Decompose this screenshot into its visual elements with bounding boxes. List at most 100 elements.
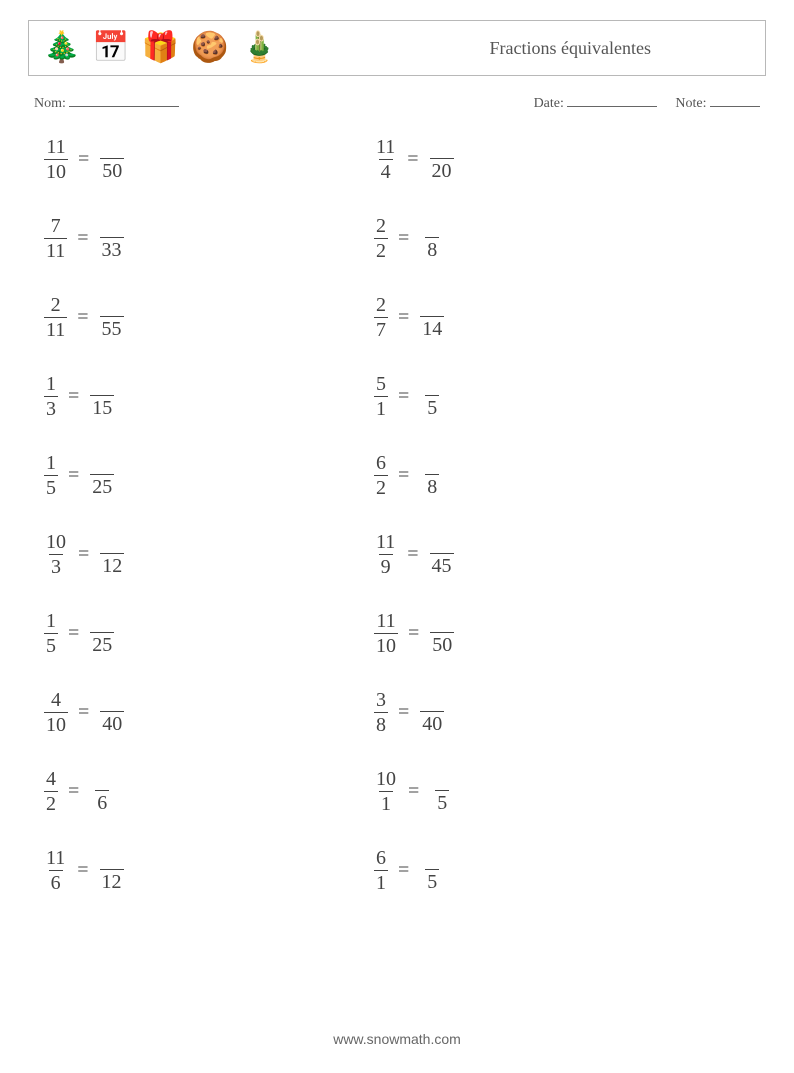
denominator: 9	[379, 554, 393, 578]
numerator[interactable]	[419, 690, 445, 711]
numerator[interactable]	[429, 769, 455, 790]
numerator[interactable]	[99, 137, 125, 158]
problem-row: 15=2562=8	[40, 452, 754, 499]
numerator: 11	[374, 136, 397, 159]
numerator[interactable]	[429, 611, 455, 632]
problem-row: 42=6101=5	[40, 768, 754, 815]
numerator[interactable]	[419, 295, 445, 316]
numerator[interactable]	[99, 532, 125, 553]
note-underline[interactable]	[710, 94, 760, 107]
denominator: 50	[100, 158, 124, 182]
problem-row: 1110=50114=20	[40, 136, 754, 183]
numerator: 3	[374, 689, 388, 712]
equals-sign: =	[68, 780, 79, 803]
fraction: 22	[374, 215, 388, 262]
numerator[interactable]	[89, 769, 115, 790]
numerator: 4	[49, 689, 63, 712]
fraction: 45	[429, 532, 455, 577]
denominator: 20	[430, 158, 454, 182]
equals-sign: =	[398, 227, 409, 250]
problem-right: 27=14	[370, 294, 754, 341]
numerator: 6	[374, 847, 388, 870]
numerator: 11	[374, 610, 397, 633]
problem-right: 38 = 40	[370, 689, 754, 736]
equals-sign: =	[398, 385, 409, 408]
fraction: 38	[374, 689, 388, 736]
denominator: 5	[44, 633, 58, 657]
fraction: 410	[44, 689, 68, 736]
problem-left: 15=25	[40, 610, 370, 657]
numerator[interactable]	[89, 453, 115, 474]
problem-left: 711=33	[40, 215, 370, 262]
denominator: 5	[44, 475, 58, 499]
numerator[interactable]	[99, 295, 125, 316]
fraction: 61	[374, 847, 388, 894]
numerator: 1	[44, 452, 58, 475]
fraction: 42	[44, 768, 58, 815]
equals-sign: =	[398, 701, 409, 724]
numerator[interactable]	[419, 216, 445, 237]
numerator[interactable]	[99, 690, 125, 711]
denominator: 8	[374, 712, 388, 736]
fraction: 25	[89, 453, 115, 498]
numerator[interactable]	[429, 532, 455, 553]
numerator: 11	[374, 531, 397, 554]
cookie-icon: 🍪	[191, 33, 228, 63]
problem-row: 103=12119=45	[40, 531, 754, 578]
name-underline[interactable]	[69, 94, 179, 107]
problem-right: 22=8	[370, 215, 754, 262]
numerator: 5	[374, 373, 388, 396]
meta-date: Date:	[534, 94, 658, 112]
fraction: 33	[99, 216, 125, 261]
numerator: 10	[44, 531, 68, 554]
numerator[interactable]	[89, 611, 115, 632]
denominator: 2	[44, 791, 58, 815]
problem-right: 61 = 5	[370, 847, 754, 894]
fraction: 50	[99, 137, 125, 182]
equals-sign: =	[398, 859, 409, 882]
problem-right: 119=45	[370, 531, 754, 578]
date-underline[interactable]	[567, 94, 657, 107]
numerator[interactable]	[419, 374, 445, 395]
problem-right: 1110=50	[370, 610, 754, 657]
footer-url: www.snowmath.com	[0, 1031, 794, 1047]
numerator[interactable]	[99, 216, 125, 237]
equals-sign: =	[398, 464, 409, 487]
denominator: 10	[374, 633, 398, 657]
header-icons: 🎄 📅 🎁 🍪 🎍	[43, 33, 278, 63]
denominator: 12	[100, 553, 124, 577]
fraction: 12	[99, 532, 125, 577]
fraction: 5	[419, 848, 445, 893]
problem-row: 15=251110=50	[40, 610, 754, 657]
note-label: Note:	[675, 96, 706, 111]
fraction: 103	[44, 531, 68, 578]
meta-row: Nom: Date: Note:	[34, 94, 760, 112]
numerator[interactable]	[89, 374, 115, 395]
problem-left: 1110=50	[40, 136, 370, 183]
denominator: 8	[425, 474, 439, 498]
fraction: 25	[89, 611, 115, 656]
ornament-icon: 🎄	[43, 33, 80, 63]
denominator: 5	[425, 395, 439, 419]
numerator[interactable]	[99, 848, 125, 869]
problem-left: 13=15	[40, 373, 370, 420]
numerator[interactable]	[419, 848, 445, 869]
fraction: 40	[99, 690, 125, 735]
calendar-icon: 📅	[92, 33, 129, 63]
numerator[interactable]	[419, 453, 445, 474]
date-label: Date:	[534, 96, 564, 111]
numerator[interactable]	[429, 137, 455, 158]
fraction: 116	[44, 847, 67, 894]
numerator: 7	[49, 215, 63, 238]
fraction: 40	[419, 690, 445, 735]
denominator: 1	[374, 396, 388, 420]
meta-name: Nom:	[34, 94, 534, 112]
denominator: 2	[374, 238, 388, 262]
denominator: 11	[44, 238, 67, 262]
denominator: 3	[49, 554, 63, 578]
problem-left: 211=55	[40, 294, 370, 341]
problem-row: 211=5527=14	[40, 294, 754, 341]
denominator: 6	[95, 790, 109, 814]
fraction: 20	[429, 137, 455, 182]
problem-left: 410=40	[40, 689, 370, 736]
